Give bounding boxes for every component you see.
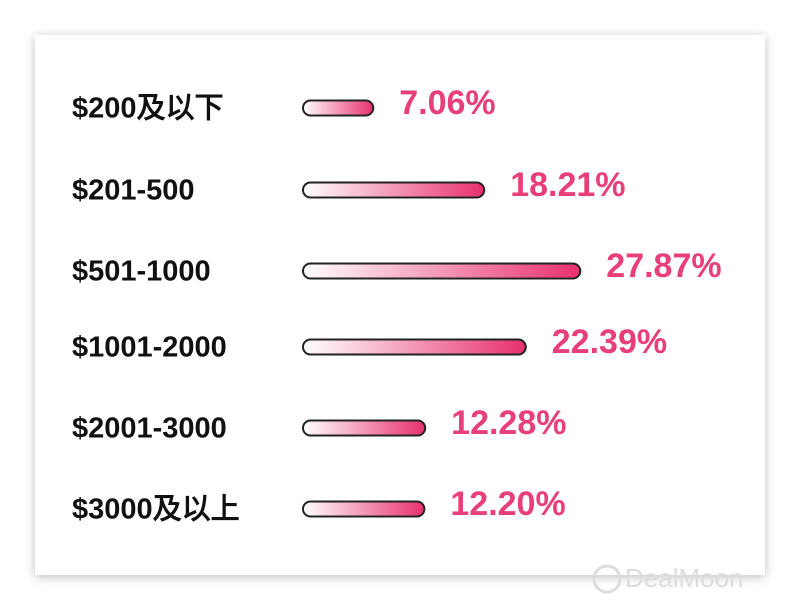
category-label: $1001-2000 — [72, 332, 227, 364]
value-label: 12.28% — [451, 404, 566, 442]
category-label: $501-1000 — [72, 256, 211, 288]
category-label: $2001-3000 — [72, 413, 227, 445]
bar — [302, 419, 427, 437]
bar — [302, 338, 527, 356]
value-label: 12.20% — [450, 485, 565, 523]
card — [35, 35, 765, 575]
category-label: $201-500 — [72, 175, 195, 207]
watermark-logo — [592, 564, 622, 594]
bar — [302, 262, 582, 280]
bar — [302, 181, 486, 199]
category-label: $200及以下 — [72, 93, 224, 125]
value-label: 22.39% — [552, 323, 667, 361]
value-label: 27.87% — [606, 247, 721, 285]
watermark: DealMoon — [625, 563, 744, 593]
value-label: 7.06% — [399, 84, 495, 122]
bar — [302, 500, 426, 518]
category-label: $3000及以上 — [72, 493, 240, 526]
value-label: 18.21% — [510, 166, 625, 204]
bar — [302, 99, 375, 117]
